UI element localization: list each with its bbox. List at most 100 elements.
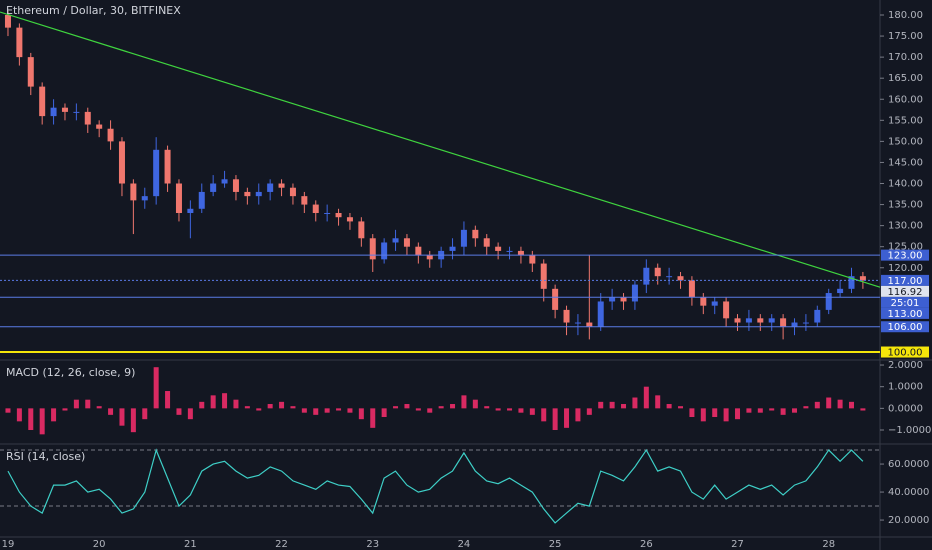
histogram-bar [518, 408, 524, 413]
x-tick-label: 22 [275, 539, 288, 550]
histogram-bar [529, 408, 535, 415]
price-label-box [881, 346, 929, 358]
candle-body [278, 183, 285, 188]
x-tick-label: 26 [640, 539, 653, 550]
candle-body [517, 250, 524, 256]
histogram-bar [552, 408, 558, 431]
candle-body [597, 301, 604, 327]
candle-body [768, 318, 775, 323]
candle-body [73, 111, 80, 113]
histogram-bar [324, 408, 330, 413]
histogram-bar [290, 406, 296, 409]
histogram-bar [472, 399, 478, 409]
candle-body [814, 309, 821, 323]
histogram-bar [826, 397, 832, 409]
candle-body [244, 191, 251, 197]
candle-body [495, 246, 502, 251]
candle-body [700, 297, 707, 306]
y-tick-label: 175.00 [888, 31, 923, 42]
candle-body [654, 267, 661, 277]
histogram-bar [507, 408, 513, 411]
histogram-bar [313, 408, 319, 415]
candle-body [301, 196, 308, 205]
histogram-bar [689, 408, 695, 418]
histogram-bar [187, 408, 193, 420]
histogram-bar [5, 408, 11, 413]
histogram-bar [301, 408, 307, 413]
candle-body [312, 204, 319, 213]
candle-body [403, 238, 410, 247]
histogram-bar [16, 408, 22, 422]
candle-body [483, 238, 490, 247]
x-tick-label: 25 [549, 539, 562, 550]
candle-body [506, 250, 513, 252]
histogram-bar [119, 408, 125, 426]
candle-body [711, 301, 718, 306]
candle-body [415, 246, 422, 256]
histogram-bar [814, 401, 820, 409]
candle-body [130, 183, 137, 201]
histogram-bar [643, 386, 649, 409]
y-tick-label: 135.00 [888, 200, 923, 211]
y-tick-label: −1.0000 [888, 425, 931, 436]
candle-body [141, 196, 148, 201]
histogram-bar [495, 408, 501, 411]
price-label: 106.00 [888, 322, 923, 333]
candle-body [666, 276, 673, 278]
histogram-bar [746, 408, 752, 413]
y-tick-label: 130.00 [888, 221, 923, 232]
histogram-bar [347, 408, 353, 413]
x-tick-label: 27 [731, 539, 744, 550]
histogram-bar [609, 401, 615, 409]
candle-body [50, 107, 57, 117]
histogram-bar [450, 404, 456, 409]
histogram-bar [757, 408, 763, 413]
candle-body [4, 14, 11, 28]
price-label: 25:01 [891, 298, 920, 309]
price-label: 123.00 [888, 251, 923, 262]
candle-body [232, 179, 239, 192]
panel-title: Ethereum / Dollar, 30, BITFINEX [6, 4, 181, 17]
candle-body [210, 183, 217, 192]
candle-body [39, 86, 46, 117]
x-tick-label: 28 [822, 539, 835, 550]
histogram-bar [279, 401, 285, 409]
histogram-bar [142, 408, 148, 420]
histogram-bar [51, 408, 57, 422]
y-tick-label: 160.00 [888, 94, 923, 105]
histogram-bar [438, 406, 444, 409]
candle-body [529, 255, 536, 264]
candle-body [175, 183, 182, 213]
y-tick-label: 145.00 [888, 157, 923, 168]
histogram-bar [723, 408, 729, 422]
candle-body [563, 309, 570, 323]
candle-body [574, 322, 581, 324]
panel-title: RSI (14, close) [6, 450, 85, 463]
histogram-bar [85, 399, 91, 409]
histogram-bar [484, 406, 490, 409]
histogram-bar [860, 408, 866, 411]
candle-body [392, 238, 399, 243]
trendline [0, 11, 881, 288]
histogram-bar [28, 408, 34, 431]
candle-body [688, 280, 695, 298]
histogram-bar [153, 367, 159, 409]
histogram-bar [267, 404, 273, 409]
price-label: 113.00 [888, 309, 923, 320]
histogram-bar [244, 406, 250, 409]
candle-body [346, 217, 353, 222]
candle-body [609, 297, 616, 302]
histogram-bar [837, 399, 843, 409]
histogram-bar [336, 408, 342, 411]
candle-body [643, 267, 650, 285]
y-tick-label: 120.00 [888, 263, 923, 274]
candle-body [107, 128, 114, 142]
x-tick-label: 19 [2, 539, 15, 550]
y-tick-label: 150.00 [888, 136, 923, 147]
candle-body [631, 284, 638, 302]
candle-body [745, 318, 752, 323]
x-tick-label: 23 [366, 539, 379, 550]
candle-body [780, 318, 787, 327]
